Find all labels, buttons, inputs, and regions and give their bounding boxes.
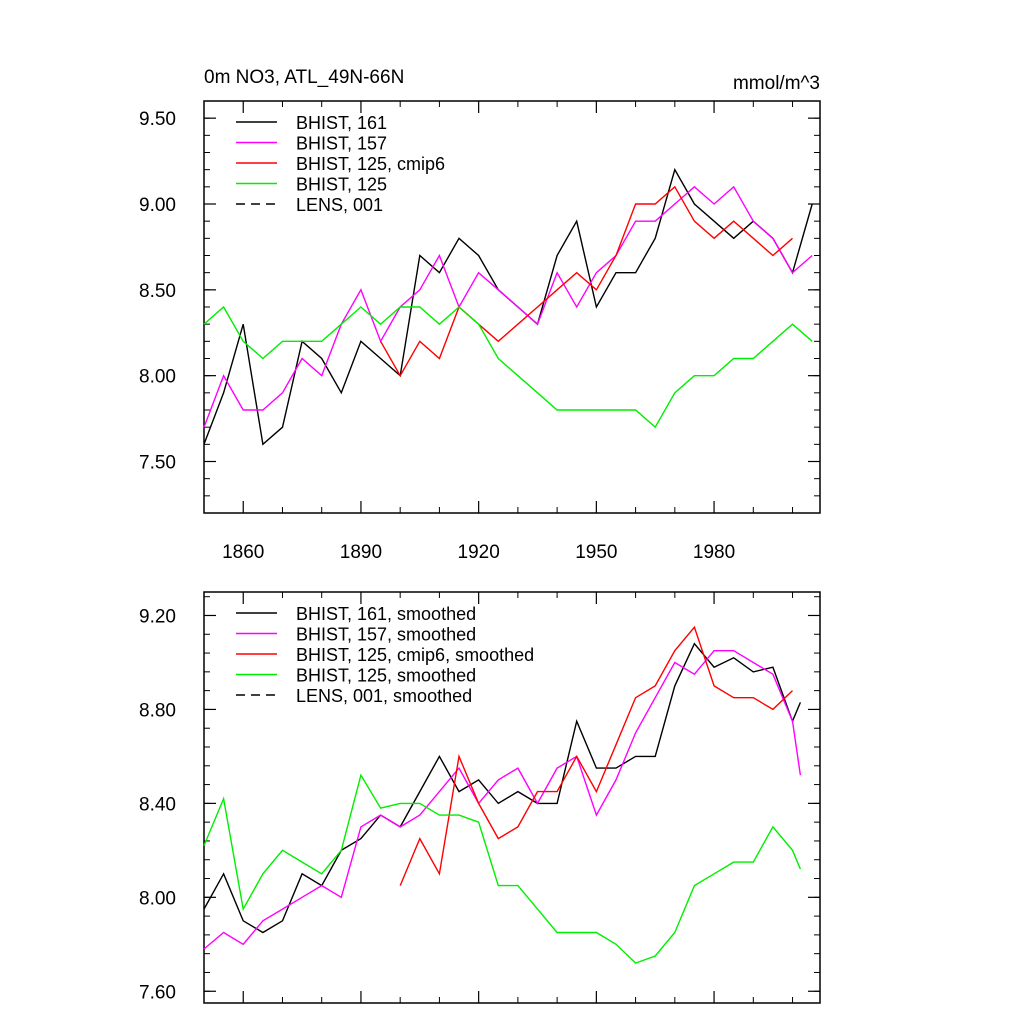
x-tick-label: 1920 xyxy=(458,542,500,563)
y-tick-label: 8.40 xyxy=(139,794,176,815)
y-tick-label: 8.50 xyxy=(139,281,176,302)
chart-title: 0m NO3, ATL_49N-66N xyxy=(204,67,404,88)
plot-frame xyxy=(203,591,821,1004)
legend-label: BHIST, 161, smoothed xyxy=(296,604,476,624)
series-line xyxy=(203,773,802,964)
y-tick-label: 8.00 xyxy=(139,888,176,909)
legend-label: BHIST, 157 xyxy=(296,134,387,154)
series-line xyxy=(399,625,793,886)
bottom-panel: 7.60 8.00 8.40 8.80 9.20 BHIST, 161, smoothed… xyxy=(139,591,821,1004)
y-tick-label: 7.50 xyxy=(139,453,176,474)
x-tick-label: 1950 xyxy=(575,542,617,563)
y-tick-label: 9.00 xyxy=(139,195,176,216)
series-line xyxy=(203,650,802,950)
legend-label: BHIST, 125 xyxy=(296,175,387,195)
legend-label: BHIST, 125, smoothed xyxy=(296,666,476,686)
y-tick-label: 9.50 xyxy=(139,109,176,130)
x-tick-label: 1860 xyxy=(222,542,264,563)
legend-label: LENS, 001 xyxy=(296,195,383,215)
x-tick-label: 1890 xyxy=(340,542,382,563)
legend-label: BHIST, 125, cmip6, smoothed xyxy=(296,645,534,665)
chart-units: mmol/m^3 xyxy=(733,73,820,94)
legend-label: LENS, 001, smoothed xyxy=(296,686,472,706)
series-line xyxy=(203,305,813,429)
series-line xyxy=(203,185,813,428)
y-tick-label: 9.20 xyxy=(139,606,176,627)
series-line xyxy=(379,185,793,378)
x-tick-label: 1980 xyxy=(693,542,735,563)
top-panel: 1860 1890 1920 1950 1980 7.50 8.00 8.50 9.00 9.50… xyxy=(139,100,821,563)
series-line xyxy=(203,642,802,934)
legend-label: BHIST, 125, cmip6 xyxy=(296,154,445,174)
y-tick-label: 7.60 xyxy=(139,982,176,1003)
legend-label: BHIST, 161 xyxy=(296,113,387,133)
legend-label: BHIST, 157, smoothed xyxy=(296,625,476,645)
y-tick-label: 8.80 xyxy=(139,700,176,721)
y-tick-label: 8.00 xyxy=(139,367,176,388)
